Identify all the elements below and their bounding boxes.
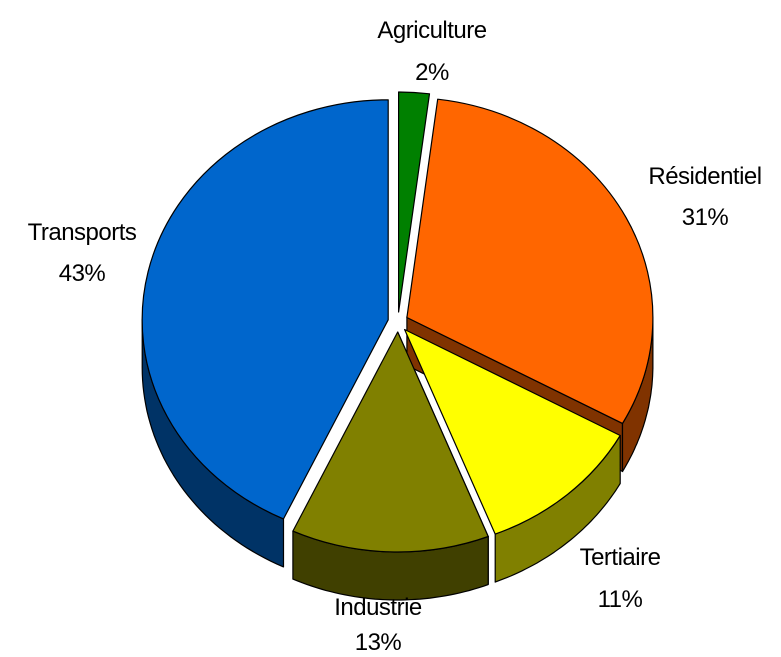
pie-slice-tertiaire [404,328,621,535]
pie-slice-residentiel [406,98,654,424]
label-transports: Transports 43% [28,219,138,287]
slice-percent-industrie: 13% [355,629,402,656]
label-tertiaire: Tertiaire 11% [580,544,662,613]
slice-label-tertiaire: Tertiaire [580,544,661,571]
slice-label-agriculture: Agriculture [377,17,486,44]
label-residentiel: Résidentiel 31% [648,163,762,231]
slice-percent-agriculture: 2% [415,59,449,86]
label-industrie: Industrie 13% [334,594,422,656]
pie-slice-transports [141,99,389,520]
label-agriculture: Agriculture 2% [377,17,487,86]
slice-label-industrie: Industrie [334,594,422,621]
pie-slice-agriculture [398,91,431,313]
slice-percent-transports: 43% [59,260,106,287]
pie-slices [141,91,654,553]
pie-slice-industrie [292,331,489,553]
slice-label-residentiel: Résidentiel [648,163,761,190]
slice-percent-tertiaire: 11% [598,586,643,613]
slice-label-transports: Transports [28,219,137,246]
slice-percent-residentiel: 31% [682,204,729,231]
